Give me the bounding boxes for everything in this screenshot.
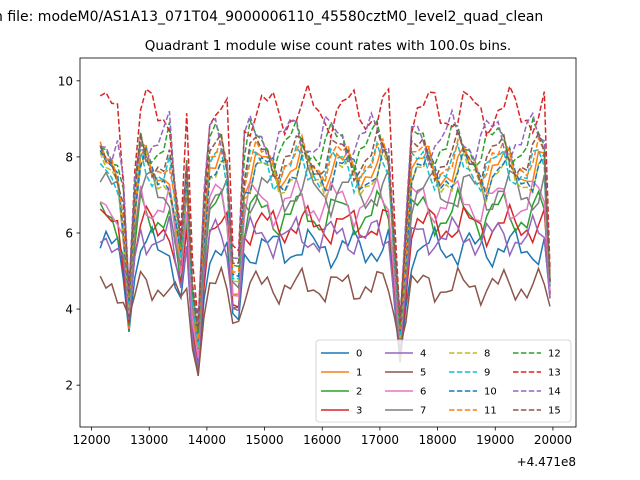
- legend-label-12: 12: [548, 349, 561, 360]
- series-line-8: [99, 148, 551, 348]
- legend-label-7: 7: [420, 406, 426, 417]
- legend-label-8: 8: [484, 349, 490, 360]
- legend-label-15: 15: [548, 406, 561, 417]
- series-line-14: [100, 108, 551, 324]
- axes-frame: [79, 57, 577, 428]
- series-line-15: [99, 127, 551, 330]
- series-layer: [99, 81, 551, 377]
- series-line-6: [99, 175, 551, 359]
- x-tick-label: 19000: [476, 433, 514, 447]
- legend-label-11: 11: [484, 406, 497, 417]
- x-tick-label: 20000: [534, 433, 572, 447]
- legend-label-13: 13: [548, 368, 561, 379]
- series-line-13: [99, 81, 551, 323]
- x-tick-label: 13000: [130, 433, 168, 447]
- legend-label-0: 0: [356, 349, 362, 360]
- x-tick-label: 16000: [303, 433, 341, 447]
- legend-label-1: 1: [356, 368, 362, 379]
- x-tick-label: 17000: [361, 433, 399, 447]
- x-tick-label: 15000: [245, 433, 283, 447]
- axes-layer: 12000 13000 14000 15000 16000 17000 18000 19000…: [58, 57, 577, 447]
- figure-suptitle: n file: modeM0/AS1A13_071T04_9000006110_…: [0, 9, 543, 25]
- x-tick-label: 14000: [188, 433, 226, 447]
- chart-title: Quadrant 1 module wise count rates with …: [145, 38, 511, 54]
- series-line-11: [99, 133, 551, 340]
- y-tick-label: 6: [65, 226, 73, 240]
- series-line-4: [99, 212, 551, 368]
- x-tick-label: 18000: [418, 433, 456, 447]
- legend-label-14: 14: [548, 387, 561, 398]
- legend-label-5: 5: [420, 368, 426, 379]
- legend-label-3: 3: [356, 406, 362, 417]
- legend-label-2: 2: [356, 387, 362, 398]
- series-line-9: [99, 140, 551, 346]
- y-tick-label: 8: [65, 150, 73, 164]
- y-tick-label: 2: [65, 379, 73, 393]
- legend-label-4: 4: [420, 349, 426, 360]
- x-offset-label: +4.471e8: [517, 455, 576, 469]
- y-tick-label: 10: [58, 74, 73, 88]
- x-tick-label: 12000: [72, 433, 110, 447]
- legend-label-10: 10: [484, 387, 497, 398]
- legend-label-6: 6: [420, 387, 426, 398]
- series-line-5: [99, 265, 551, 376]
- legend-label-9: 9: [484, 368, 490, 379]
- series-line-0: [99, 224, 551, 377]
- y-tick-label: 4: [65, 303, 73, 317]
- legend-box: [315, 339, 572, 423]
